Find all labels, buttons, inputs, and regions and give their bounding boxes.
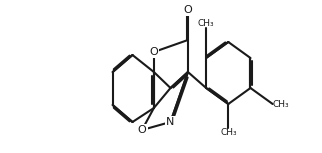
Text: N: N — [166, 117, 175, 127]
Text: O: O — [137, 125, 147, 135]
Text: CH₃: CH₃ — [220, 128, 237, 137]
Text: O: O — [184, 5, 192, 15]
Text: CH₃: CH₃ — [198, 19, 214, 28]
Text: CH₃: CH₃ — [273, 99, 289, 108]
Text: O: O — [149, 47, 158, 57]
